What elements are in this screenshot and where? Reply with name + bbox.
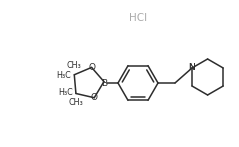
Text: CH₃: CH₃ [69, 98, 83, 107]
Text: H₃C: H₃C [57, 71, 71, 80]
Text: O: O [88, 63, 95, 72]
Text: O: O [91, 93, 98, 102]
Text: B: B [101, 78, 107, 87]
Text: N: N [189, 64, 195, 72]
Text: N: N [189, 64, 195, 72]
Text: H₃C: H₃C [58, 88, 73, 97]
Text: HCl: HCl [129, 13, 147, 23]
Text: CH₃: CH₃ [67, 61, 82, 70]
